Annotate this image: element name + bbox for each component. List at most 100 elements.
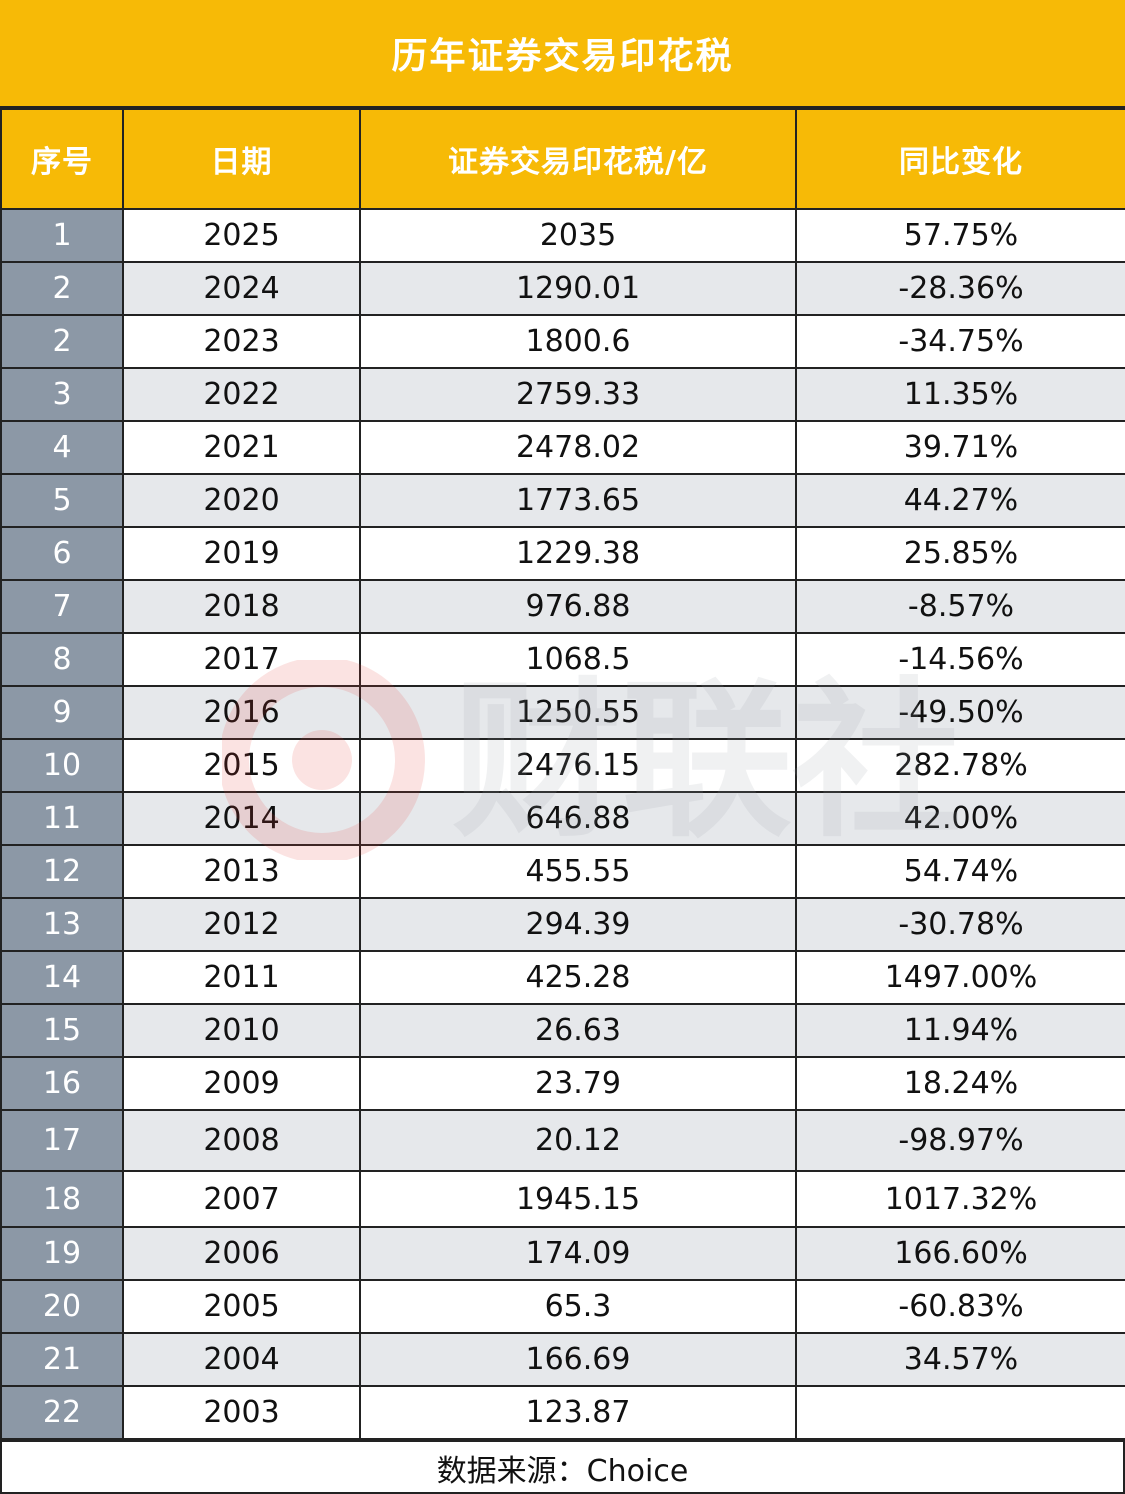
table-row: 2 2024 1290.01 -28.36% <box>0 261 1125 316</box>
row-index-cell: 16 <box>0 1056 124 1111</box>
table-title: 历年证券交易印花税 <box>0 0 1125 108</box>
row-stamp-tax-cell: 174.09 <box>359 1226 797 1281</box>
row-stamp-tax-cell: 425.28 <box>359 950 797 1005</box>
table-row: 21 2004 166.69 34.57% <box>0 1332 1125 1387</box>
row-yoy-change-cell: 11.35% <box>795 367 1125 422</box>
table-row: 6 2019 1229.38 25.85% <box>0 526 1125 581</box>
row-stamp-tax-cell: 294.39 <box>359 897 797 952</box>
row-yoy-change-cell: -34.75% <box>795 314 1125 369</box>
row-index-cell: 2 <box>0 261 124 316</box>
row-year-cell: 2018 <box>122 579 361 634</box>
row-stamp-tax-cell: 1800.6 <box>359 314 797 369</box>
row-yoy-change-cell: 166.60% <box>795 1226 1125 1281</box>
table-row: 11 2014 646.88 42.00% <box>0 791 1125 846</box>
row-index-cell: 7 <box>0 579 124 634</box>
row-yoy-change-cell: 44.27% <box>795 473 1125 528</box>
row-year-cell: 2021 <box>122 420 361 475</box>
row-year-cell: 2003 <box>122 1385 361 1440</box>
row-yoy-change-cell: 57.75% <box>795 208 1125 263</box>
row-index-cell: 6 <box>0 526 124 581</box>
row-yoy-change-cell: -49.50% <box>795 685 1125 740</box>
row-year-cell: 2008 <box>122 1109 361 1172</box>
row-year-cell: 2025 <box>122 208 361 263</box>
row-yoy-change-cell: 25.85% <box>795 526 1125 581</box>
row-index-cell: 18 <box>0 1170 124 1228</box>
table-row: 5 2020 1773.65 44.27% <box>0 473 1125 528</box>
row-stamp-tax-cell: 2476.15 <box>359 738 797 793</box>
row-yoy-change-cell: 282.78% <box>795 738 1125 793</box>
row-year-cell: 2022 <box>122 367 361 422</box>
row-year-cell: 2020 <box>122 473 361 528</box>
row-yoy-change-cell: 54.74% <box>795 844 1125 899</box>
table-row: 1 2025 2035 57.75% <box>0 208 1125 263</box>
row-yoy-change-cell: -8.57% <box>795 579 1125 634</box>
row-index-cell: 10 <box>0 738 124 793</box>
row-year-cell: 2012 <box>122 897 361 952</box>
row-stamp-tax-cell: 2759.33 <box>359 367 797 422</box>
table-row: 12 2013 455.55 54.74% <box>0 844 1125 899</box>
table-row: 14 2011 425.28 1497.00% <box>0 950 1125 1005</box>
table-row: 15 2010 26.63 11.94% <box>0 1003 1125 1058</box>
row-yoy-change-cell: 18.24% <box>795 1056 1125 1111</box>
column-header-yoy-change: 同比变化 <box>795 108 1125 210</box>
row-index-cell: 22 <box>0 1385 124 1440</box>
row-year-cell: 2009 <box>122 1056 361 1111</box>
row-index-cell: 9 <box>0 685 124 740</box>
row-year-cell: 2013 <box>122 844 361 899</box>
row-yoy-change-cell: -30.78% <box>795 897 1125 952</box>
row-year-cell: 2016 <box>122 685 361 740</box>
row-index-cell: 17 <box>0 1109 124 1172</box>
row-index-cell: 2 <box>0 314 124 369</box>
row-yoy-change-cell: 11.94% <box>795 1003 1125 1058</box>
table-row: 10 2015 2476.15 282.78% <box>0 738 1125 793</box>
row-index-cell: 4 <box>0 420 124 475</box>
row-year-cell: 2019 <box>122 526 361 581</box>
row-stamp-tax-cell: 123.87 <box>359 1385 797 1440</box>
row-yoy-change-cell: 34.57% <box>795 1332 1125 1387</box>
row-index-cell: 12 <box>0 844 124 899</box>
row-stamp-tax-cell: 1229.38 <box>359 526 797 581</box>
row-yoy-change-cell: 39.71% <box>795 420 1125 475</box>
table-row: 18 2007 1945.15 1017.32% <box>0 1170 1125 1228</box>
row-index-cell: 14 <box>0 950 124 1005</box>
row-stamp-tax-cell: 1250.55 <box>359 685 797 740</box>
row-year-cell: 2017 <box>122 632 361 687</box>
row-year-cell: 2010 <box>122 1003 361 1058</box>
row-year-cell: 2024 <box>122 261 361 316</box>
row-index-cell: 21 <box>0 1332 124 1387</box>
row-stamp-tax-cell: 166.69 <box>359 1332 797 1387</box>
table-row: 20 2005 65.3 -60.83% <box>0 1279 1125 1334</box>
row-yoy-change-cell <box>795 1385 1125 1440</box>
row-yoy-change-cell: 42.00% <box>795 791 1125 846</box>
row-stamp-tax-cell: 23.79 <box>359 1056 797 1111</box>
table-header-row: 序号 日期 证券交易印花税/亿 同比变化 <box>0 108 1125 210</box>
row-stamp-tax-cell: 1290.01 <box>359 261 797 316</box>
row-stamp-tax-cell: 20.12 <box>359 1109 797 1172</box>
row-index-cell: 1 <box>0 208 124 263</box>
row-yoy-change-cell: 1497.00% <box>795 950 1125 1005</box>
table-row: 8 2017 1068.5 -14.56% <box>0 632 1125 687</box>
table-row: 4 2021 2478.02 39.71% <box>0 420 1125 475</box>
row-year-cell: 2015 <box>122 738 361 793</box>
table-row: 19 2006 174.09 166.60% <box>0 1226 1125 1281</box>
table-row: 2 2023 1800.6 -34.75% <box>0 314 1125 369</box>
row-yoy-change-cell: -28.36% <box>795 261 1125 316</box>
row-stamp-tax-cell: 455.55 <box>359 844 797 899</box>
row-yoy-change-cell: -98.97% <box>795 1109 1125 1172</box>
data-source-footer: 数据来源：Choice <box>0 1440 1125 1494</box>
row-stamp-tax-cell: 2478.02 <box>359 420 797 475</box>
row-yoy-change-cell: -14.56% <box>795 632 1125 687</box>
row-stamp-tax-cell: 646.88 <box>359 791 797 846</box>
row-year-cell: 2023 <box>122 314 361 369</box>
row-year-cell: 2006 <box>122 1226 361 1281</box>
row-stamp-tax-cell: 26.63 <box>359 1003 797 1058</box>
row-yoy-change-cell: -60.83% <box>795 1279 1125 1334</box>
column-header-stamp-tax: 证券交易印花税/亿 <box>359 108 797 210</box>
row-stamp-tax-cell: 1068.5 <box>359 632 797 687</box>
column-header-index: 序号 <box>0 108 124 210</box>
column-header-date: 日期 <box>122 108 361 210</box>
table-row: 16 2009 23.79 18.24% <box>0 1056 1125 1111</box>
row-yoy-change-cell: 1017.32% <box>795 1170 1125 1228</box>
row-index-cell: 13 <box>0 897 124 952</box>
table-row: 9 2016 1250.55 -49.50% <box>0 685 1125 740</box>
